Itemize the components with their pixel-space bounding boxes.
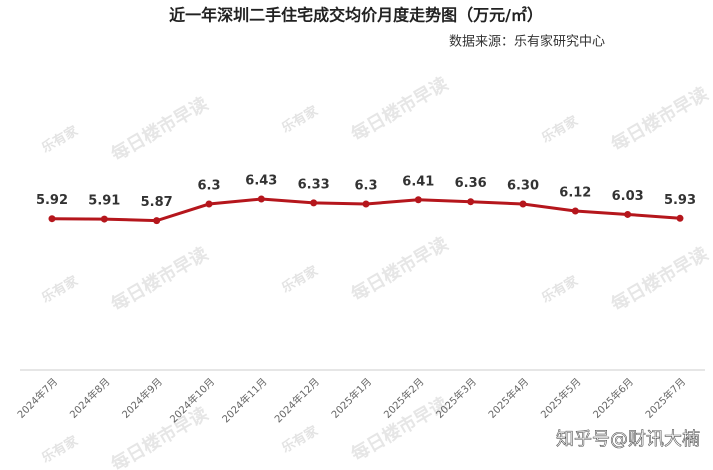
- point: [257, 195, 265, 203]
- watermark-logo: 乐有家: [39, 122, 82, 156]
- data-label: 6.43: [245, 174, 277, 189]
- point: [467, 198, 475, 206]
- watermark-logo: 乐有家: [279, 422, 322, 456]
- point: [100, 215, 108, 223]
- point: [310, 199, 318, 207]
- point: [362, 200, 370, 208]
- data-label: 6.3: [354, 179, 377, 194]
- watermark-logo: 乐有家: [39, 432, 82, 466]
- x-tick-label: 2025年6月: [590, 375, 636, 421]
- data-label: 5.87: [141, 195, 173, 210]
- point: [519, 200, 527, 208]
- x-tick-label: 2024年12月: [272, 375, 322, 425]
- point: [414, 196, 422, 204]
- watermark-text: 每日楼市早读: [607, 243, 712, 316]
- data-label: 6.3: [197, 179, 220, 194]
- chart-title: 近一年深圳二手住宅成交均价月度走势图（万元/㎡）: [169, 6, 543, 25]
- footer-watermark: 知乎号@财讯大楠: [556, 429, 700, 450]
- data-label: 6.30: [507, 179, 539, 194]
- x-tick-label: 2025年1月: [328, 375, 374, 421]
- data-label: 5.92: [36, 193, 68, 208]
- data-label: 5.93: [664, 193, 696, 208]
- data-label: 6.12: [559, 185, 591, 200]
- x-tick-label: 2024年8月: [67, 375, 113, 421]
- watermark-logo: 乐有家: [279, 262, 322, 296]
- data-label: 6.41: [402, 174, 434, 189]
- x-tick-label: 2024年9月: [119, 375, 165, 421]
- data-label: 6.33: [298, 177, 330, 192]
- x-tick-label: 2025年5月: [538, 375, 584, 421]
- data-label: 5.91: [88, 194, 120, 209]
- watermark-text: 每日楼市早读: [347, 233, 452, 306]
- watermark-text: 每日楼市早读: [107, 243, 212, 316]
- point: [624, 210, 632, 218]
- x-tick-label: 2025年4月: [485, 375, 531, 421]
- watermark-logo: 乐有家: [539, 272, 582, 306]
- point: [676, 214, 684, 222]
- watermark-text: 每日楼市早读: [347, 73, 452, 146]
- point: [571, 207, 579, 215]
- watermark-logo: 乐有家: [539, 112, 582, 146]
- point: [153, 217, 161, 225]
- watermark-logo: 乐有家: [279, 102, 322, 136]
- watermark-text: 每日楼市早读: [107, 93, 212, 166]
- point: [48, 215, 56, 223]
- chart-subtitle: 数据来源：乐有家研究中心: [449, 34, 605, 50]
- watermark-text: 每日楼市早读: [607, 83, 712, 156]
- x-tick-label: 2024年11月: [219, 375, 269, 425]
- point: [205, 200, 213, 208]
- data-label: 6.36: [455, 176, 487, 191]
- x-tick-label: 2025年7月: [642, 375, 688, 421]
- data-label: 6.03: [612, 189, 644, 204]
- x-tick-label: 2024年7月: [14, 375, 60, 421]
- watermark-logo: 乐有家: [39, 272, 82, 306]
